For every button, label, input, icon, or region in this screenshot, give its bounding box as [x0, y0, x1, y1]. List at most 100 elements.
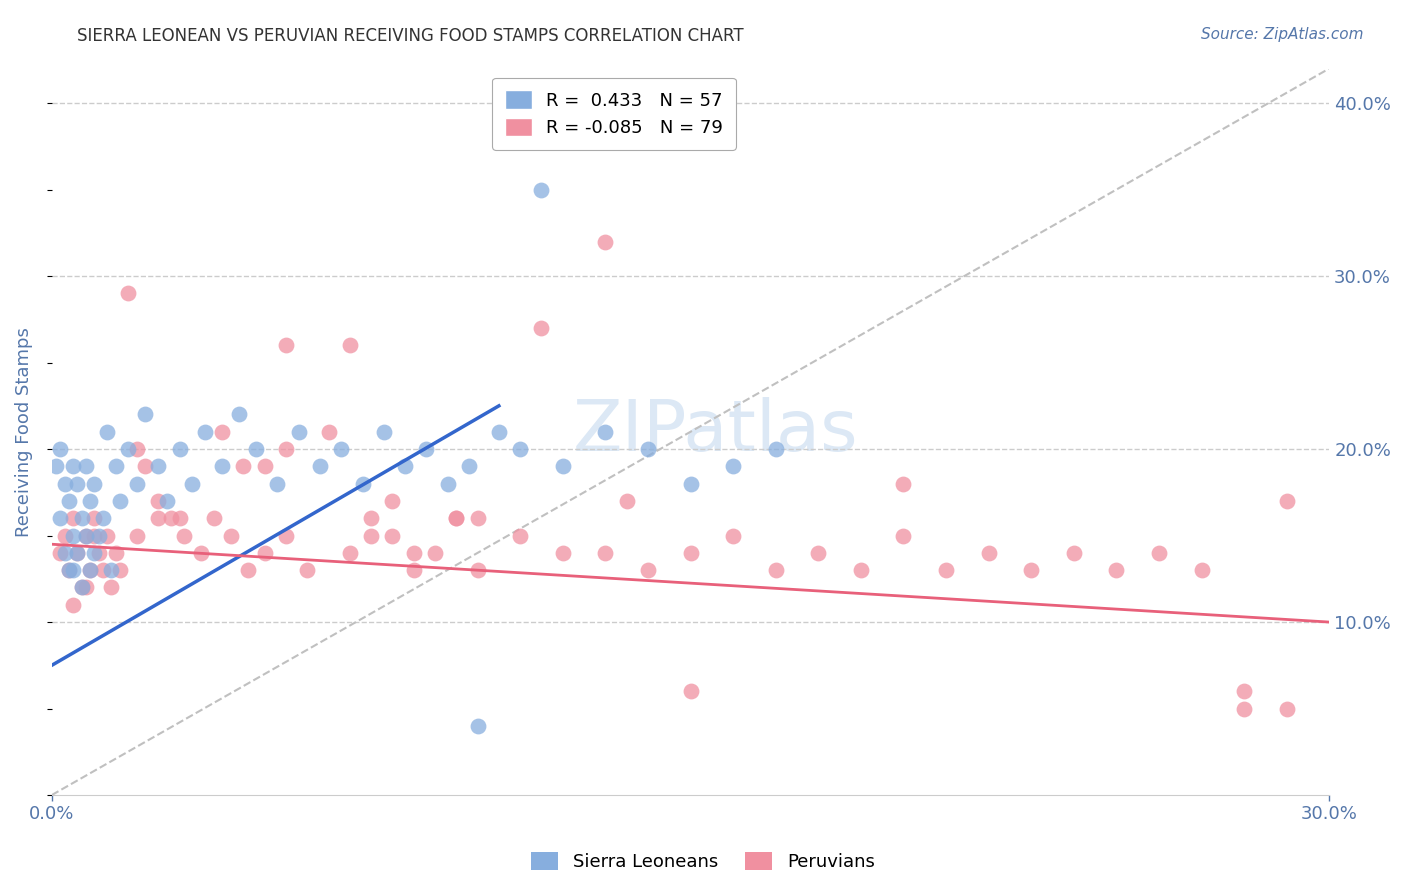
- Point: [70, 581, 93, 595]
- Point: [117, 286, 139, 301]
- Point: [402, 546, 425, 560]
- Point: [467, 563, 489, 577]
- Point: [467, 719, 489, 733]
- Point: [91, 563, 114, 577]
- Point: [253, 459, 276, 474]
- Point: [1233, 684, 1256, 698]
- Point: [1233, 701, 1256, 715]
- Point: [415, 442, 437, 456]
- Point: [637, 442, 659, 456]
- Point: [148, 494, 170, 508]
- Point: [530, 321, 553, 335]
- Point: [104, 459, 127, 474]
- Point: [91, 511, 114, 525]
- Point: [765, 563, 787, 577]
- Point: [125, 528, 148, 542]
- Point: [245, 442, 267, 456]
- Point: [446, 511, 468, 525]
- Point: [287, 425, 309, 439]
- Point: [70, 581, 93, 595]
- Point: [977, 546, 1000, 560]
- Point: [595, 546, 617, 560]
- Point: [53, 546, 76, 560]
- Text: SIERRA LEONEAN VS PERUVIAN RECEIVING FOOD STAMPS CORRELATION CHART: SIERRA LEONEAN VS PERUVIAN RECEIVING FOO…: [77, 27, 744, 45]
- Point: [219, 528, 242, 542]
- Point: [360, 511, 382, 525]
- Point: [134, 459, 156, 474]
- Point: [530, 183, 553, 197]
- Point: [53, 528, 76, 542]
- Point: [108, 494, 131, 508]
- Point: [807, 546, 830, 560]
- Point: [595, 425, 617, 439]
- Point: [849, 563, 872, 577]
- Point: [402, 563, 425, 577]
- Point: [551, 459, 574, 474]
- Point: [83, 476, 105, 491]
- Point: [274, 442, 297, 456]
- Point: [1063, 546, 1085, 560]
- Point: [96, 528, 118, 542]
- Point: [679, 546, 702, 560]
- Point: [236, 563, 259, 577]
- Point: [679, 684, 702, 698]
- Point: [637, 563, 659, 577]
- Point: [509, 528, 531, 542]
- Point: [125, 476, 148, 491]
- Point: [66, 476, 89, 491]
- Point: [394, 459, 416, 474]
- Point: [75, 581, 97, 595]
- Point: [58, 494, 80, 508]
- Point: [274, 528, 297, 542]
- Point: [96, 425, 118, 439]
- Point: [75, 528, 97, 542]
- Point: [202, 511, 225, 525]
- Point: [79, 563, 101, 577]
- Point: [58, 563, 80, 577]
- Point: [75, 459, 97, 474]
- Point: [436, 476, 458, 491]
- Point: [423, 546, 446, 560]
- Point: [381, 528, 404, 542]
- Point: [318, 425, 340, 439]
- Point: [274, 338, 297, 352]
- Point: [66, 546, 89, 560]
- Point: [1105, 563, 1128, 577]
- Point: [49, 546, 72, 560]
- Point: [1275, 494, 1298, 508]
- Point: [352, 476, 374, 491]
- Point: [62, 511, 84, 525]
- Point: [83, 528, 105, 542]
- Point: [551, 546, 574, 560]
- Point: [616, 494, 638, 508]
- Point: [1191, 563, 1213, 577]
- Point: [75, 528, 97, 542]
- Point: [211, 425, 233, 439]
- Point: [446, 511, 468, 525]
- Point: [1147, 546, 1170, 560]
- Point: [488, 425, 510, 439]
- Point: [458, 459, 481, 474]
- Point: [360, 528, 382, 542]
- Point: [100, 563, 122, 577]
- Point: [100, 581, 122, 595]
- Point: [228, 408, 250, 422]
- Point: [893, 476, 915, 491]
- Point: [893, 528, 915, 542]
- Point: [595, 235, 617, 249]
- Point: [232, 459, 254, 474]
- Point: [173, 528, 195, 542]
- Point: [181, 476, 204, 491]
- Point: [62, 528, 84, 542]
- Point: [104, 546, 127, 560]
- Point: [62, 459, 84, 474]
- Point: [45, 459, 67, 474]
- Legend: R =  0.433   N = 57, R = -0.085   N = 79: R = 0.433 N = 57, R = -0.085 N = 79: [492, 78, 735, 150]
- Point: [156, 494, 179, 508]
- Point: [117, 442, 139, 456]
- Text: ZIPatlas: ZIPatlas: [574, 397, 859, 467]
- Point: [721, 528, 744, 542]
- Point: [49, 442, 72, 456]
- Point: [83, 511, 105, 525]
- Point: [160, 511, 183, 525]
